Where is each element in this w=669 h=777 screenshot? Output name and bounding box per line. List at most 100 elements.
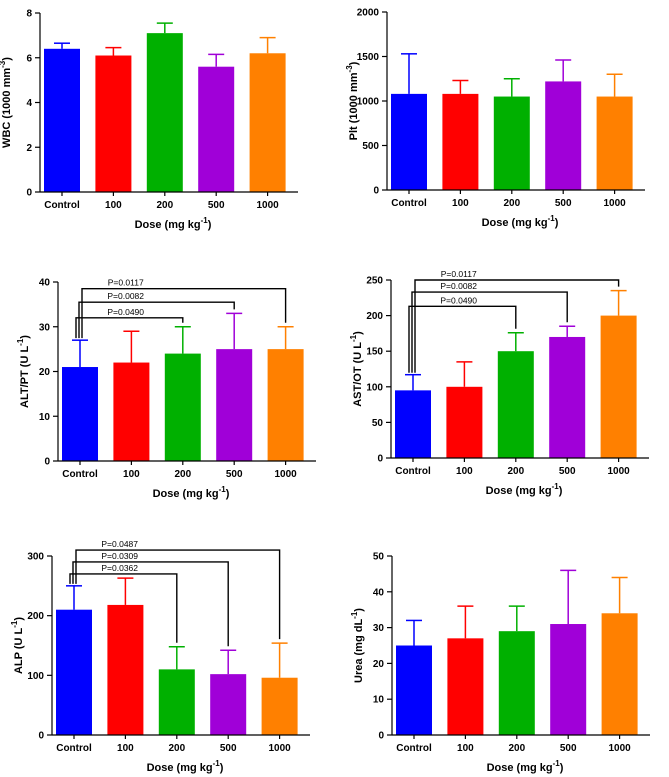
significance-bracket bbox=[414, 279, 620, 373]
y-tick-label: 200 bbox=[27, 611, 44, 622]
x-axis-title: Dose (mg kg-1) bbox=[153, 485, 230, 500]
bar-control bbox=[62, 367, 98, 461]
x-tick-label: 500 bbox=[555, 198, 572, 209]
x-tick-label: 1000 bbox=[268, 743, 291, 754]
x-tick-label: 1000 bbox=[274, 469, 297, 480]
significance-label: P=0.0490 bbox=[107, 307, 144, 317]
y-tick-label: 0 bbox=[378, 731, 384, 742]
bar-500 bbox=[545, 81, 582, 190]
bar-control bbox=[395, 390, 431, 458]
significance-bracket bbox=[75, 549, 281, 640]
bar-100 bbox=[107, 604, 144, 735]
significance-label: P=0.0082 bbox=[440, 281, 477, 291]
x-tick-label: 100 bbox=[456, 466, 473, 477]
x-tick-label: 100 bbox=[123, 469, 140, 480]
x-tick-label: 500 bbox=[559, 466, 576, 477]
x-axis-title: Dose (mg kg-1) bbox=[482, 214, 559, 229]
y-tick-label: 50 bbox=[372, 418, 384, 429]
bar-control bbox=[391, 93, 427, 190]
x-axis-title: Dose (mg kg-1) bbox=[487, 759, 564, 774]
y-tick-label: 10 bbox=[373, 695, 385, 706]
bar-100 bbox=[447, 638, 484, 735]
y-tick-label: 2 bbox=[26, 143, 32, 154]
y-axis-title: ALT/PT (U L-1) bbox=[16, 335, 31, 408]
y-tick-label: 100 bbox=[27, 671, 44, 682]
chart-panel-3: 0 10 20 30 40 Control 100 200 500 1000 Dose (mg kg… bbox=[16, 278, 316, 500]
y-tick-label: 40 bbox=[373, 587, 385, 598]
significance-bracket bbox=[411, 291, 568, 373]
bar-1000 bbox=[267, 349, 304, 461]
y-axis-title: AST/OT (U L-1) bbox=[349, 331, 364, 407]
chart-panel-6: 0 10 20 30 40 50 Control 100 200 500 1000 Dose (mg … bbox=[350, 552, 650, 774]
significance-bracket bbox=[78, 301, 235, 339]
significance-label: P=0.0082 bbox=[107, 291, 144, 301]
x-tick-label: 200 bbox=[503, 198, 520, 209]
x-tick-label: 100 bbox=[457, 743, 474, 754]
y-tick-label: 0 bbox=[377, 454, 383, 465]
bar-100 bbox=[95, 55, 132, 193]
x-axis-title: Dose (mg kg-1) bbox=[486, 482, 563, 497]
y-axis-title: Plt (1000 mm-3) bbox=[345, 61, 360, 140]
bar-200 bbox=[158, 669, 195, 735]
significance-bracket bbox=[69, 573, 178, 643]
bar-500 bbox=[550, 624, 587, 735]
y-axis-title: ALP (U L-1) bbox=[10, 617, 25, 674]
bar-100 bbox=[446, 386, 483, 458]
chart-panel-2: 0 500 1000 1500 2000 Control 100 200 500 1000 Dose… bbox=[345, 8, 645, 229]
x-tick-label: 100 bbox=[105, 200, 122, 211]
y-tick-label: 0 bbox=[38, 731, 44, 742]
x-tick-label: 1000 bbox=[603, 198, 626, 209]
y-axis-title: Urea (mg dL-1) bbox=[350, 608, 365, 683]
y-tick-label: 0 bbox=[373, 186, 379, 197]
bar-1000 bbox=[261, 677, 298, 735]
chart-panel-4: 0 50 100 150 200 250 Control 100 200 500 1000 Dose … bbox=[349, 269, 649, 497]
x-tick-label: 500 bbox=[226, 469, 243, 480]
y-tick-label: 20 bbox=[39, 367, 51, 378]
x-tick-label: Control bbox=[56, 743, 92, 754]
bar-200 bbox=[493, 96, 530, 190]
x-tick-label: 100 bbox=[452, 198, 469, 209]
x-tick-label: 200 bbox=[156, 200, 173, 211]
y-tick-label: 1000 bbox=[357, 97, 380, 108]
bar-control bbox=[56, 609, 92, 735]
x-tick-label: 500 bbox=[560, 743, 577, 754]
x-tick-label: 1000 bbox=[256, 200, 279, 211]
y-tick-label: 20 bbox=[373, 659, 385, 670]
significance-bracket bbox=[72, 561, 229, 647]
x-tick-label: 200 bbox=[168, 743, 185, 754]
y-tick-label: 200 bbox=[366, 311, 383, 322]
x-tick-label: Control bbox=[395, 466, 431, 477]
chart-panel-1: 0 2 4 6 8 Control 100 200 500 1000 Dose (mg kg-1) W… bbox=[0, 9, 298, 231]
y-tick-label: 2000 bbox=[357, 8, 380, 19]
y-tick-label: 100 bbox=[366, 382, 383, 393]
significance-label: P=0.0309 bbox=[101, 551, 138, 561]
y-tick-label: 0 bbox=[26, 188, 32, 199]
bar-500 bbox=[198, 66, 235, 192]
x-tick-label: 200 bbox=[507, 466, 524, 477]
x-tick-label: Control bbox=[391, 198, 427, 209]
y-tick-label: 300 bbox=[27, 552, 44, 563]
bar-500 bbox=[216, 349, 253, 461]
x-tick-label: 500 bbox=[208, 200, 225, 211]
bar-1000 bbox=[596, 96, 633, 190]
significance-label: P=0.0117 bbox=[441, 269, 477, 279]
y-tick-label: 10 bbox=[39, 412, 51, 423]
x-axis-title: Dose (mg kg-1) bbox=[147, 759, 224, 774]
bar-1000 bbox=[600, 315, 637, 458]
y-tick-label: 30 bbox=[39, 322, 51, 333]
x-tick-label: 1000 bbox=[607, 466, 630, 477]
y-tick-label: 30 bbox=[373, 623, 385, 634]
x-tick-label: Control bbox=[44, 200, 80, 211]
significance-label: P=0.0490 bbox=[440, 295, 477, 305]
bar-500 bbox=[210, 674, 247, 735]
significance-label: P=0.0487 bbox=[101, 539, 138, 549]
significance-label: P=0.0362 bbox=[101, 563, 138, 573]
x-tick-label: 200 bbox=[508, 743, 525, 754]
y-tick-label: 1500 bbox=[357, 52, 380, 63]
bar-1000 bbox=[249, 53, 286, 193]
y-axis-title: WBC (1000 mm-3) bbox=[0, 57, 13, 148]
x-tick-label: 500 bbox=[220, 743, 237, 754]
bar-200 bbox=[146, 33, 183, 193]
x-tick-label: 200 bbox=[174, 469, 191, 480]
